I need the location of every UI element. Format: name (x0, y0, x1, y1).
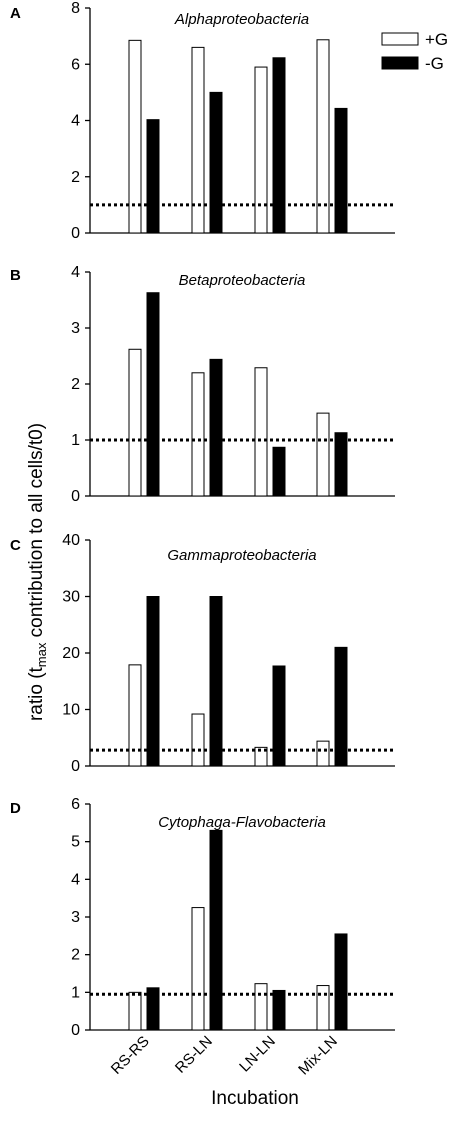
bar-plus-g (316, 740, 330, 767)
y-tick-label: 20 (62, 645, 80, 662)
panel-letter: C (10, 537, 21, 554)
bar-plus-g (254, 983, 268, 1031)
bar-plus-g (191, 907, 205, 1031)
y-tick-label: 10 (62, 702, 80, 719)
y-tick-label: 8 (71, 0, 80, 17)
bar-plus-g (128, 664, 142, 767)
y-tick-label: 4 (71, 113, 80, 130)
bar-minus-g (209, 358, 223, 497)
y-tick-label: 0 (71, 488, 80, 505)
y-tick-label: 30 (62, 589, 80, 606)
y-tick-label: 3 (71, 320, 80, 337)
chart-legend: +G -G (381, 30, 448, 73)
chart-panels: A Alphaproteobacteria 0 2 4 6 8 B Betaproteobact… (10, 0, 395, 1078)
bar-plus-g (316, 985, 330, 1031)
y-axis-title-subscript: max (34, 642, 49, 667)
bar-minus-g (209, 829, 223, 1031)
bar-plus-g (128, 348, 142, 497)
x-category-label: RS-RS (108, 1033, 153, 1078)
y-axis-title-main: ratio (t (26, 666, 47, 721)
y-tick-label: 2 (71, 169, 80, 186)
y-tick-label: 2 (71, 376, 80, 393)
chart-panel-c: C Gammaproteobacteria 0 10 20 30 40 (10, 532, 395, 775)
legend-swatch (381, 32, 419, 46)
bar-plus-g (254, 66, 268, 234)
x-category-label: Mix-LN (295, 1033, 341, 1079)
y-tick-label: 0 (71, 758, 80, 775)
panel-letter: A (10, 5, 21, 22)
y-tick-label: 4 (71, 871, 80, 888)
y-tick-label: 4 (71, 264, 80, 281)
panel-title: Gammaproteobacteria (167, 547, 316, 564)
legend-swatch (381, 56, 419, 70)
y-tick-label: 1 (71, 984, 80, 1001)
chart-panel-d: D Cytophaga-Flavobacteria 0 1 2 3 4 5 6 RS-RS RS-L… (10, 796, 395, 1078)
bar-plus-g (191, 372, 205, 497)
bar-minus-g (334, 933, 348, 1031)
y-tick-label: 0 (71, 1022, 80, 1039)
bar-minus-g (209, 91, 223, 234)
y-tick-label: 1 (71, 432, 80, 449)
bar-plus-g (254, 367, 268, 497)
y-tick-label: 6 (71, 796, 80, 813)
bar-minus-g (146, 596, 160, 767)
bar-plus-g (316, 412, 330, 497)
panel-title: Alphaproteobacteria (174, 11, 309, 28)
bar-minus-g (146, 119, 160, 234)
bar-minus-g (272, 989, 286, 1031)
bar-plus-g (316, 39, 330, 234)
y-axis-title: ratio (tmax contribution to all cells/t0… (26, 423, 49, 721)
y-tick-label: 3 (71, 909, 80, 926)
bar-minus-g (272, 57, 286, 234)
bar-plus-g (128, 39, 142, 234)
bar-minus-g (146, 987, 160, 1031)
y-tick-label: 0 (71, 225, 80, 242)
bar-plus-g (191, 46, 205, 234)
x-category-label: LN-LN (236, 1033, 279, 1076)
chart-panel-a: A Alphaproteobacteria 0 2 4 6 8 (10, 0, 395, 242)
bar-minus-g (334, 432, 348, 497)
bar-minus-g (209, 596, 223, 767)
legend-label: +G (425, 30, 448, 49)
bar-minus-g (146, 292, 160, 497)
bar-plus-g (191, 713, 205, 767)
bar-minus-g (334, 646, 348, 767)
x-axis-title: Incubation (211, 1088, 299, 1109)
panel-letter: D (10, 800, 21, 817)
y-tick-label: 2 (71, 947, 80, 964)
y-tick-label: 40 (62, 532, 80, 549)
bar-minus-g (272, 446, 286, 497)
legend-label: -G (425, 54, 444, 73)
bar-plus-g (254, 746, 268, 767)
bar-minus-g (334, 107, 348, 234)
x-category-label: RS-LN (172, 1033, 216, 1077)
y-tick-label: 6 (71, 56, 80, 73)
y-tick-label: 5 (71, 834, 80, 851)
panel-title: Cytophaga-Flavobacteria (158, 814, 326, 831)
bar-plus-g (128, 991, 142, 1031)
panel-letter: B (10, 267, 21, 284)
y-axis-title-rest: contribution to all cells/t0) (26, 423, 47, 643)
bar-minus-g (272, 665, 286, 767)
panel-title: Betaproteobacteria (179, 272, 306, 289)
chart-panel-b: B Betaproteobacteria 0 1 2 3 4 (10, 264, 395, 505)
